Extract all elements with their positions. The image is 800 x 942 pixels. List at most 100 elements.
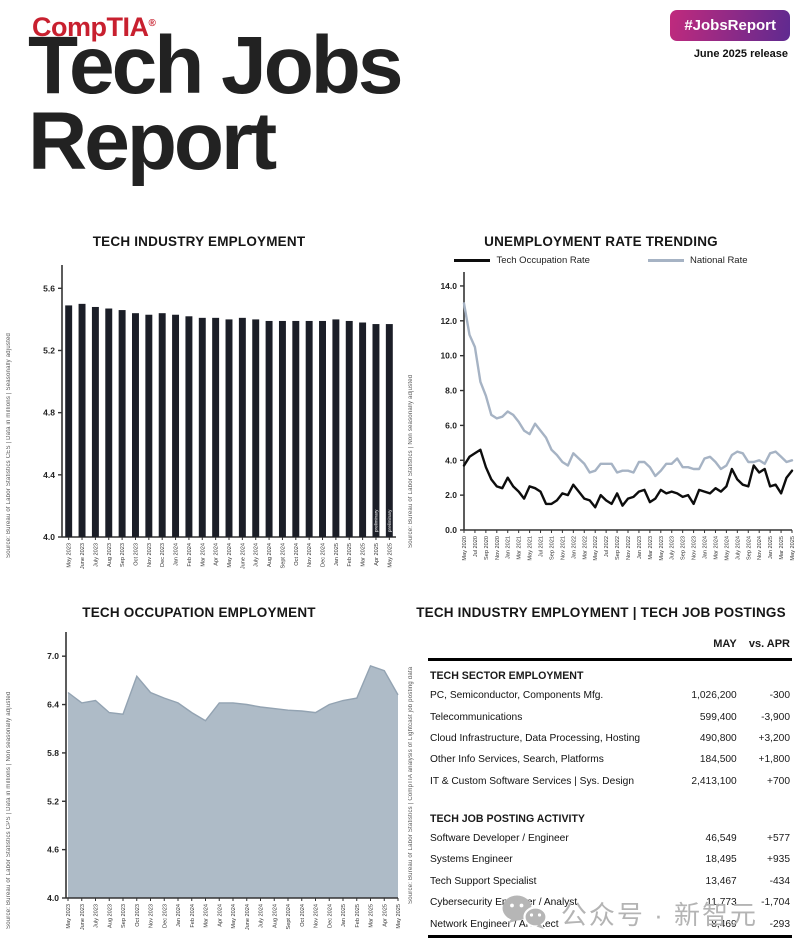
row-label: Network Engineer / Architect	[430, 918, 559, 930]
comptia-logo: CompTIA®	[32, 12, 156, 43]
panel-employment-table: TECH INDUSTRY EMPLOYMENT | TECH JOB POST…	[402, 599, 800, 942]
svg-text:Nov 2024: Nov 2024	[757, 536, 763, 560]
row-value-may: 18,495	[705, 854, 737, 866]
row-value-may: 1,026,200	[691, 690, 737, 702]
row-label: Cybersecurity Engineer / Analyst	[430, 897, 578, 909]
row-value-vs-apr: +700	[767, 775, 790, 787]
svg-text:July 2024: July 2024	[259, 904, 265, 928]
line-chart-title: UNEMPLOYMENT RATE TRENDING	[484, 234, 718, 249]
wechat-icon	[502, 895, 548, 929]
bar-note-24: preliminary	[387, 509, 392, 532]
svg-text:Oct 2023: Oct 2023	[133, 543, 139, 566]
legend-label-national: National Rate	[689, 255, 748, 266]
svg-text:4.6: 4.6	[47, 845, 59, 855]
row-label: PC, Semiconductor, Components Mfg.	[430, 690, 604, 702]
svg-text:2.0: 2.0	[445, 490, 457, 500]
svg-text:May 2020: May 2020	[462, 536, 468, 561]
svg-text:5.6: 5.6	[43, 283, 55, 293]
svg-text:12.0: 12.0	[440, 316, 457, 326]
line-chart-source: Source: Bureau of Labor Statistics | Non…	[408, 374, 414, 548]
legend-label-tech: Tech Occupation Rate	[496, 255, 590, 266]
svg-text:Sep 2024: Sep 2024	[746, 536, 752, 560]
svg-text:14.0: 14.0	[440, 281, 457, 291]
row-value-may: 490,800	[699, 732, 737, 744]
table-section-gap	[428, 792, 792, 804]
svg-text:Jan 2025: Jan 2025	[334, 543, 340, 566]
report-header: CompTIA® Tech Jobs Report #JobsReport Ju…	[0, 0, 800, 228]
svg-text:Aug 2024: Aug 2024	[272, 904, 278, 928]
svg-text:Nov 2021: Nov 2021	[560, 536, 566, 560]
unemployment-line-chart: 0.0 2.0 4.0 6.0 8.0 10.0 12.0 14.0 May 2020 Jul 2…	[440, 272, 796, 561]
row-value-vs-apr: +3,200	[758, 732, 790, 744]
legend-item-tech: Tech Occupation Rate	[454, 255, 590, 266]
svg-text:Jan 2024: Jan 2024	[174, 543, 180, 566]
svg-text:Jul 2021: Jul 2021	[539, 536, 545, 557]
row-label: Software Developer / Engineer	[430, 833, 569, 845]
table-row: Tech Support Specialist 13,467 -434	[428, 871, 792, 892]
table-row: Other Info Services, Search, Platforms 18…	[428, 749, 792, 770]
svg-text:6.4: 6.4	[47, 700, 59, 710]
table-row: Software Developer / Engineer 46,549 +577	[428, 828, 792, 849]
svg-text:June 2024: June 2024	[240, 543, 246, 569]
table-row: Systems Engineer 18,495 +935	[428, 849, 792, 870]
svg-text:Nov 2023: Nov 2023	[149, 904, 155, 928]
svg-text:Dec 2024: Dec 2024	[327, 904, 333, 928]
table-header-row: MAY vs. APR	[428, 634, 792, 660]
svg-text:5.8: 5.8	[47, 748, 59, 758]
svg-text:Jan 2023: Jan 2023	[637, 536, 643, 559]
svg-text:June 2023: June 2023	[80, 904, 86, 930]
svg-text:Mar 2021: Mar 2021	[517, 536, 523, 560]
row-value-may: 46,549	[705, 833, 737, 845]
svg-text:Dec 2023: Dec 2023	[160, 543, 166, 567]
svg-text:Nov 2022: Nov 2022	[626, 536, 632, 560]
svg-text:May 2025: May 2025	[387, 543, 393, 568]
svg-text:4.8: 4.8	[43, 408, 55, 418]
svg-text:Sep 2021: Sep 2021	[549, 536, 555, 560]
row-value-vs-apr: -1,704	[761, 897, 790, 909]
svg-text:Apr 2024: Apr 2024	[214, 543, 220, 566]
svg-text:Feb 2024: Feb 2024	[187, 543, 193, 567]
svg-text:July 2023: July 2023	[670, 536, 676, 560]
svg-text:Aug 2023: Aug 2023	[107, 543, 113, 567]
svg-text:May 2022: May 2022	[593, 536, 599, 561]
page-title: Tech Jobs Report	[28, 24, 403, 188]
row-label: Systems Engineer	[430, 854, 513, 866]
tech-industry-bar-chart: 4.0 4.4 4.8 5.2 5.6 May 2023 June 2023 July 202…	[43, 265, 396, 569]
row-value-vs-apr: +1,800	[758, 754, 790, 766]
svg-text:Mar 2024: Mar 2024	[204, 904, 210, 928]
row-value-may: 11,773	[706, 897, 737, 909]
svg-text:Nov 2024: Nov 2024	[314, 904, 320, 928]
svg-text:Sep 2023: Sep 2023	[121, 904, 127, 928]
registered-mark: ®	[148, 18, 156, 29]
row-value-may: 2,413,100	[691, 775, 737, 787]
svg-text:Oct 2024: Oct 2024	[294, 543, 300, 566]
release-date: June 2025 release	[693, 48, 788, 60]
table-row: IT & Custom Software Services | Sys. Des…	[428, 771, 792, 792]
table-row: Telecommunications 599,400 -3,900	[428, 706, 792, 727]
legend-swatch-tech	[454, 259, 491, 262]
bar-note-23: preliminary	[374, 509, 379, 532]
svg-text:Mar 2023: Mar 2023	[648, 536, 654, 560]
svg-text:Mar 2025: Mar 2025	[361, 543, 367, 567]
table-title: TECH INDUSTRY EMPLOYMENT | TECH JOB POST…	[416, 605, 786, 620]
page-title-line2: Report	[28, 96, 277, 188]
employment-table: MAY vs. APR TECH SECTOR EMPLOYMENT PC, Semi…	[428, 634, 792, 938]
row-value-may: 184,500	[699, 754, 737, 766]
svg-text:Jan 2024: Jan 2024	[703, 536, 709, 559]
table-row: Cloud Infrastructure, Data Processing, H…	[428, 728, 792, 749]
svg-text:June 2023: June 2023	[80, 543, 86, 569]
svg-text:4.4: 4.4	[43, 470, 55, 480]
table-section-heading: TECH JOB POSTING ACTIVITY	[430, 812, 585, 825]
svg-text:May 2024: May 2024	[724, 536, 730, 561]
svg-text:8.0: 8.0	[445, 386, 457, 396]
watermark: 公众号 · 新智元	[501, 894, 758, 932]
svg-text:May 2023: May 2023	[67, 543, 73, 568]
svg-text:5.2: 5.2	[47, 796, 59, 806]
bar-chart-source: Source: Bureau of Labor Statistics CES |…	[6, 332, 12, 558]
row-label: IT & Custom Software Services | Sys. Des…	[430, 775, 635, 787]
svg-text:Aug 2024: Aug 2024	[267, 543, 273, 567]
svg-text:4.0: 4.0	[43, 532, 55, 542]
svg-text:Sep 2020: Sep 2020	[484, 536, 490, 560]
row-value-may: 8,469	[711, 918, 737, 930]
